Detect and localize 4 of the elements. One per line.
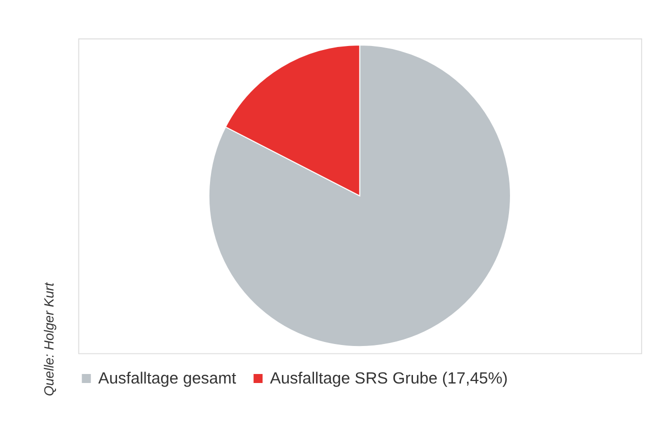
- legend-label: Ausfalltage gesamt: [98, 369, 237, 388]
- pie-slice: [208, 44, 511, 347]
- legend-label: Ausfalltage SRS Grube (17,45%): [270, 369, 508, 388]
- source-note: Quelle: Holger Kurt: [41, 281, 56, 396]
